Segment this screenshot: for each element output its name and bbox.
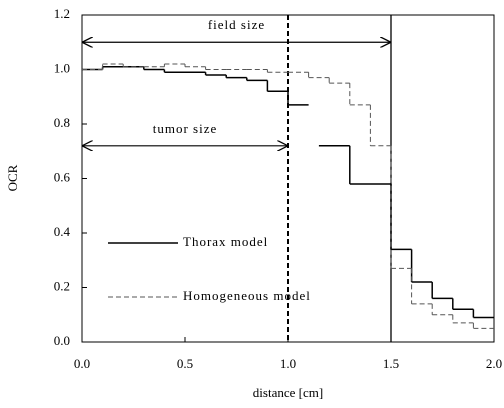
y-tick-label: 0.8: [54, 115, 70, 130]
x-tick-label: 1.0: [280, 356, 296, 371]
x-tick-label: 2.0: [486, 356, 502, 371]
legend-label: Thorax model: [183, 234, 268, 249]
y-tick-label: 0.4: [54, 224, 71, 239]
y-tick-label: 1.0: [54, 60, 70, 75]
legend-label: Homogeneous model: [183, 288, 311, 303]
annotation: tumor size: [153, 121, 218, 136]
y-axis-label: OCR: [5, 164, 20, 191]
x-axis-label: distance [cm]: [253, 385, 323, 400]
y-tick-label: 0.0: [54, 333, 70, 348]
x-tick-label: 0.0: [74, 356, 90, 371]
y-tick-label: 1.2: [54, 6, 70, 21]
x-tick-label: 0.5: [177, 356, 193, 371]
x-tick-label: 1.5: [383, 356, 399, 371]
y-tick-label: 0.6: [54, 169, 71, 184]
y-tick-label: 0.2: [54, 278, 70, 293]
annotation: field size: [208, 17, 265, 32]
